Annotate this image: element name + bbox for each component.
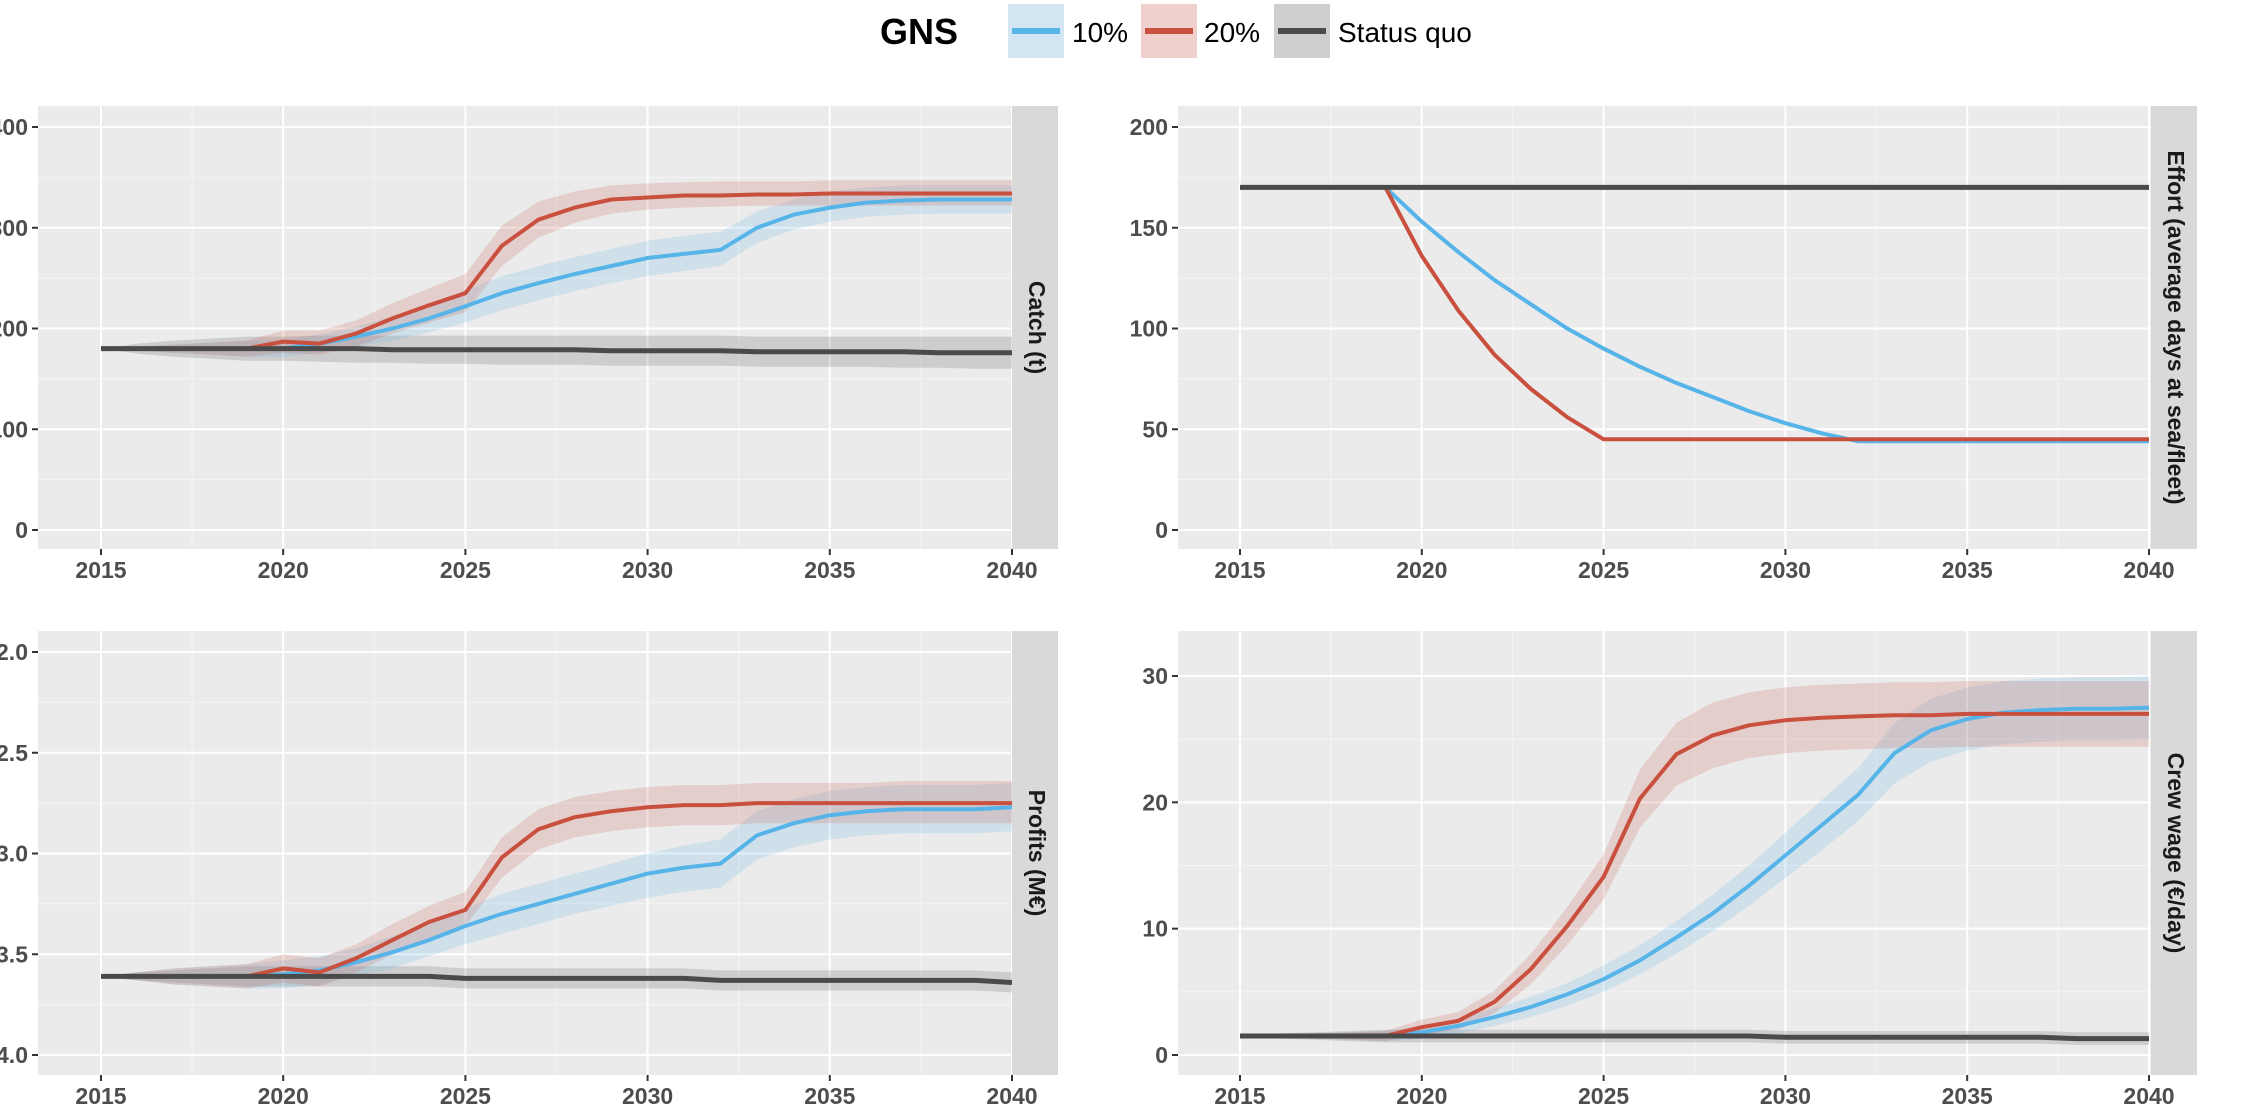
y-tick-label: 0	[1155, 517, 1168, 543]
facet-strip	[1012, 106, 1058, 549]
y-tick-label: 100	[0, 416, 28, 442]
legend-label-status-quo: Status quo	[1338, 17, 1472, 48]
x-tick-label: 2020	[1396, 1083, 1447, 1109]
legend: GNS 10% 20% Status quo	[880, 4, 1472, 58]
panel-catch: 0 100 200 300 400 2015 2020 2025 2030 2035 2040 Cat…	[0, 106, 1058, 583]
x-tick-label: 2015	[1214, 557, 1265, 583]
y-tick-label: 0	[15, 517, 28, 543]
x-tick-label: 2015	[1214, 1083, 1265, 1109]
y-tick-label: 100	[1130, 316, 1168, 342]
y-tick-label: 30	[1142, 663, 1168, 689]
y-tick-label: 400	[0, 114, 28, 140]
y-tick-label: -2.0	[0, 639, 28, 665]
facet-strip-label: Effort (average days at sea/fleet)	[2163, 150, 2189, 504]
y-tick-label: 50	[1142, 416, 1168, 442]
series-line-status-quo	[1240, 1033, 2149, 1042]
y-tick-label: 150	[1130, 215, 1168, 241]
panel-background	[1178, 631, 2151, 1075]
facet-strip-label: Catch (t)	[1024, 281, 1050, 374]
legend-item-20: 20%	[1141, 4, 1260, 58]
x-tick-label: 2030	[622, 557, 673, 583]
ribbon-20	[1240, 681, 2149, 1042]
series-line-20	[1240, 185, 2149, 442]
x-tick-label: 2025	[440, 557, 491, 583]
y-tick-label: 200	[1130, 114, 1168, 140]
x-tick-label: 2020	[258, 1083, 309, 1109]
ribbon-10	[101, 185, 1012, 357]
y-tick-label: -3.0	[0, 841, 28, 867]
y-tick-label: 0	[1155, 1042, 1168, 1068]
x-tick-label: 2035	[804, 557, 855, 583]
y-tick-label: 20	[1142, 789, 1168, 815]
y-tick-label: 10	[1142, 916, 1168, 942]
x-tick-label: 2040	[2123, 557, 2174, 583]
x-tick-label: 2035	[1942, 557, 1993, 583]
x-tick-label: 2030	[622, 1083, 673, 1109]
x-tick-label: 2025	[1578, 557, 1629, 583]
legend-title: GNS	[880, 11, 958, 52]
facet-strip-label: Crew wage (€/day)	[2163, 753, 2189, 954]
legend-item-10: 10%	[1008, 4, 1128, 58]
panel-profits: -4.0 -3.5 -3.0 -2.5 -2.0 2015 2020 2025 2030 2035…	[0, 631, 1058, 1109]
y-tick-label: 300	[0, 215, 28, 241]
facet-strip	[2151, 631, 2197, 1075]
series-line-status-quo	[101, 346, 1012, 356]
y-tick-label: -2.5	[0, 740, 28, 766]
panel-effort: 0 50 100 150 200 2015 2020 2025 2030 2035 2040 Effo…	[1130, 106, 2197, 583]
x-tick-label: 2035	[1942, 1083, 1993, 1109]
x-tick-label: 2015	[75, 557, 126, 583]
x-tick-label: 2040	[986, 557, 1037, 583]
y-tick-label: 200	[0, 316, 28, 342]
facet-strip	[1012, 631, 1058, 1075]
x-tick-label: 2015	[75, 1083, 126, 1109]
x-tick-label: 2025	[440, 1083, 491, 1109]
ribbon-10	[101, 783, 1012, 989]
y-tick-label: -3.5	[0, 941, 28, 967]
legend-label-10: 10%	[1072, 17, 1128, 48]
series-line-status-quo	[101, 973, 1013, 985]
x-tick-label: 2040	[2123, 1083, 2174, 1109]
x-tick-label: 2020	[1396, 557, 1447, 583]
legend-item-status-quo: Status quo	[1274, 4, 1472, 58]
x-tick-label: 2035	[804, 1083, 855, 1109]
x-tick-label: 2030	[1760, 557, 1811, 583]
x-tick-label: 2025	[1578, 1083, 1629, 1109]
x-tick-label: 2020	[258, 557, 309, 583]
x-tick-label: 2030	[1760, 1083, 1811, 1109]
x-tick-label: 2040	[986, 1083, 1037, 1109]
y-tick-label: -4.0	[0, 1042, 28, 1068]
facet-strip-label: Profits (M€)	[1024, 790, 1050, 917]
facet-strip	[2151, 106, 2197, 549]
legend-label-20: 20%	[1204, 17, 1260, 48]
